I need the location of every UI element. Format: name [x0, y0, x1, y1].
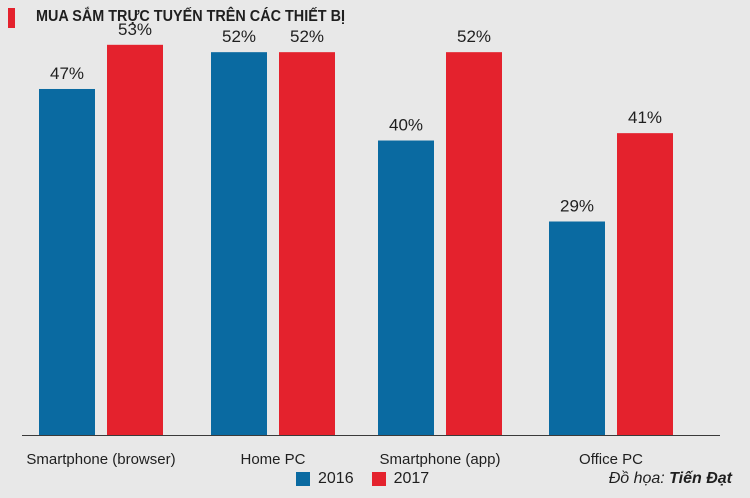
data-label-smartphone-browser-2016: 47% — [50, 64, 84, 83]
credit-author: Tiến Đạt — [669, 470, 732, 487]
bar-office-pc-2016 — [549, 221, 605, 435]
data-label-office-pc-2017: 41% — [628, 108, 662, 127]
data-label-home-pc-2016: 52% — [222, 27, 256, 46]
legend-label-2016: 2016 — [318, 470, 354, 487]
legend-item-2016: 2016 — [296, 470, 354, 488]
category-label-smartphone-browser: Smartphone (browser) — [26, 451, 175, 468]
data-label-smartphone-browser-2017: 53% — [118, 20, 152, 39]
data-label-home-pc-2017: 52% — [290, 27, 324, 46]
legend-swatch-2017 — [371, 472, 386, 486]
bar-office-pc-2017 — [617, 133, 673, 436]
bar-home-pc-2017 — [279, 52, 335, 435]
graphic-credit: Đồ họa: Tiến Đạt — [609, 470, 732, 488]
bar-smartphone-app-2016 — [378, 140, 434, 435]
category-label-office-pc: Office PC — [579, 451, 643, 468]
credit-prefix: Đồ họa: — [608, 470, 670, 487]
legend-item-2017: 2017 — [371, 470, 430, 488]
category-label-home-pc: Home PC — [240, 451, 305, 468]
title-accent-bar — [8, 8, 15, 28]
bar-smartphone-browser-2016 — [39, 88, 95, 435]
data-label-smartphone-app-2017: 52% — [457, 27, 491, 46]
data-label-smartphone-app-2016: 40% — [389, 116, 423, 135]
category-label-smartphone-app: Smartphone (app) — [380, 451, 501, 468]
bar-home-pc-2016 — [211, 52, 267, 435]
bar-smartphone-app-2017 — [446, 52, 502, 435]
legend: 2016 2017 — [296, 470, 439, 488]
chart-title: MUA SẮM TRỰC TUYẾN TRÊN CÁC THIẾT BỊ — [36, 8, 346, 25]
data-label-office-pc-2016: 29% — [560, 197, 594, 216]
legend-swatch-2016 — [296, 472, 310, 486]
legend-label-2017: 2017 — [393, 470, 430, 487]
bar-smartphone-browser-2017 — [107, 44, 163, 436]
